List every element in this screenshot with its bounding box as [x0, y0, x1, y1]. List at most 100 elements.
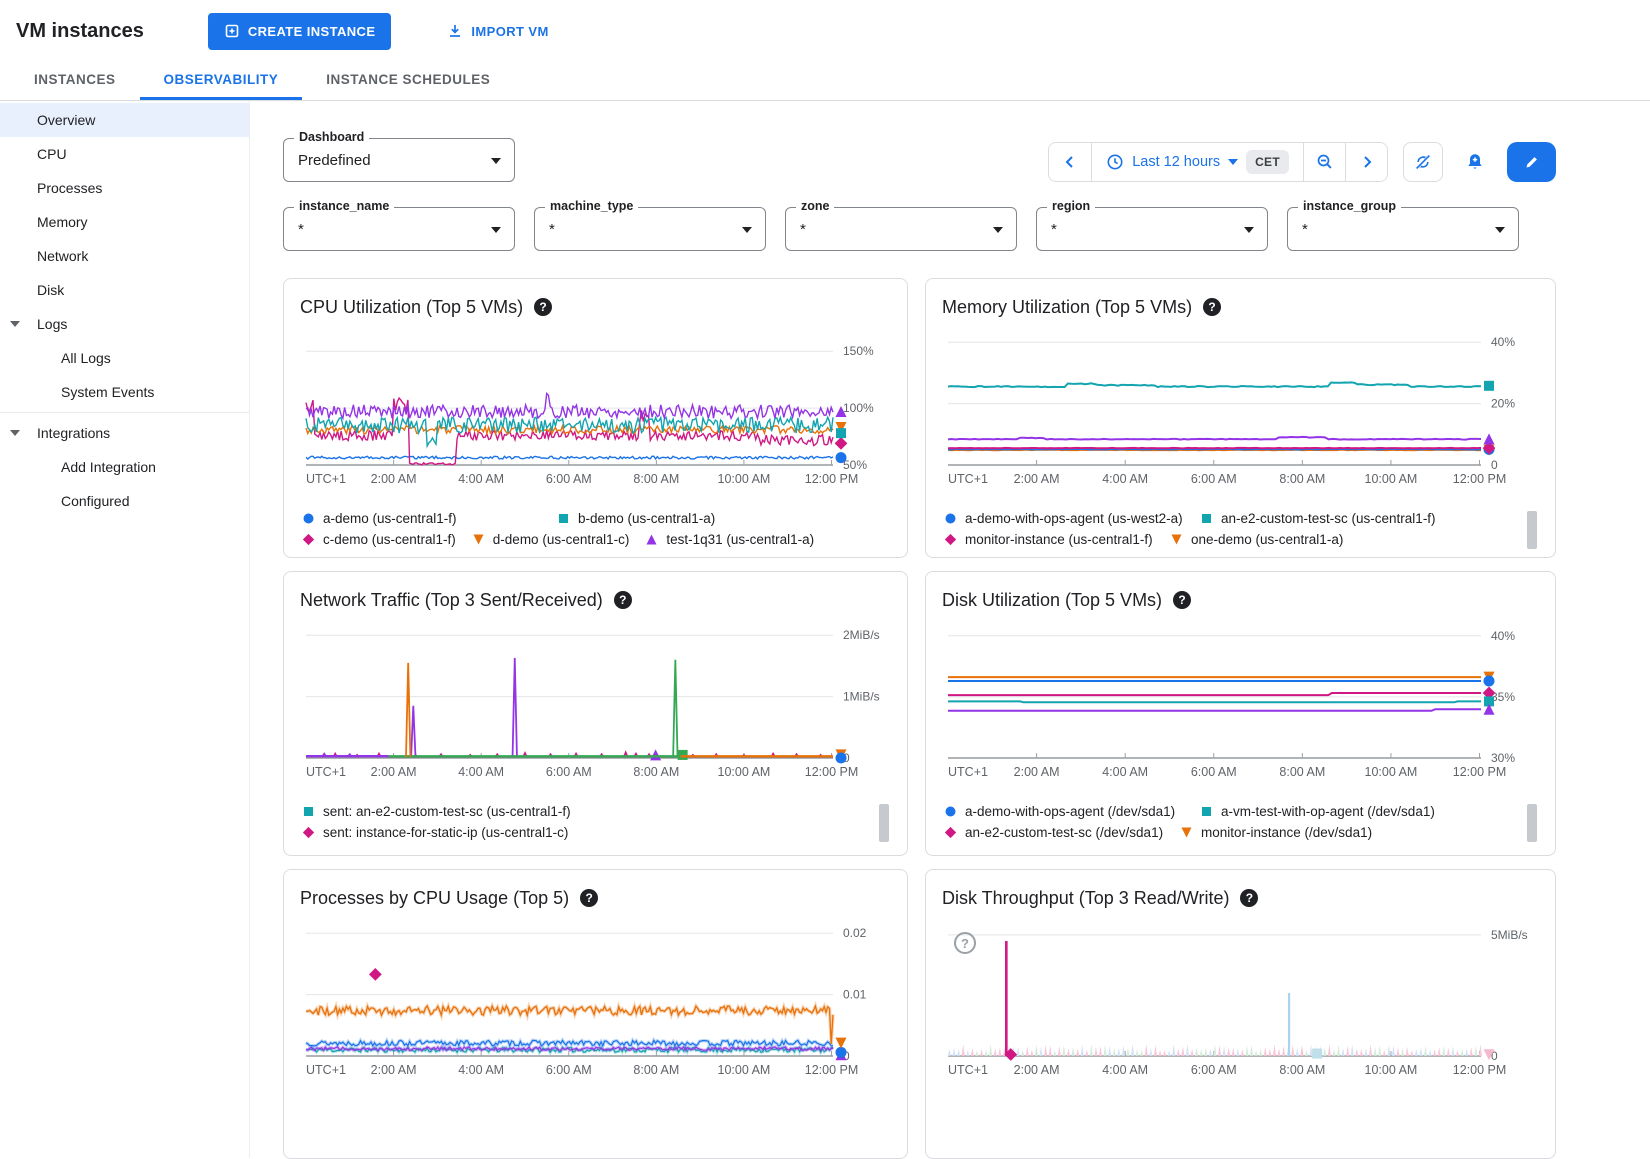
timezone-chip[interactable]: CET	[1246, 150, 1289, 174]
filter-instance-group[interactable]: instance_group*	[1287, 207, 1519, 251]
card-header: CPU Utilization (Top 5 VMs)	[300, 293, 891, 321]
legend-row: a-demo-with-ops-agent (/dev/sda1) a-vm-te…	[944, 804, 1539, 819]
time-forward-button[interactable]	[1345, 143, 1387, 181]
tri-down-marker-icon	[472, 533, 485, 546]
filter-zone[interactable]: zone*	[785, 207, 1017, 251]
filter-label: zone	[796, 199, 834, 213]
zoom-out-button[interactable]	[1303, 143, 1345, 181]
legend-item[interactable]: an-e2-custom-test-sc (us-central1-f)	[1200, 511, 1440, 526]
legend-label: monitor-instance (/dev/sda1)	[1201, 825, 1372, 840]
legend-item[interactable]: test-1q31 (us-central1-a)	[645, 532, 814, 547]
sidebar-item-all-logs[interactable]: All Logs	[0, 341, 249, 375]
sidebar-item-label: Configured	[61, 493, 130, 509]
expander-arrow-icon[interactable]	[10, 430, 20, 436]
legend-item[interactable]: monitor-instance (/dev/sda1)	[1180, 825, 1400, 840]
dashboard-select-label: Dashboard	[294, 130, 369, 144]
chart-title: Memory Utilization (Top 5 VMs)	[942, 297, 1192, 318]
disk-throughput-chart[interactable]: 5MiB/s02:00 AM4:00 AM6:00 AM8:00 AM10:00…	[942, 916, 1539, 1096]
chart-help-icon[interactable]	[954, 932, 976, 954]
sidebar-item-cpu[interactable]: CPU	[0, 137, 249, 171]
sidebar-item-add-integration[interactable]: Add Integration	[0, 450, 249, 484]
legend-scrollbar[interactable]	[1527, 511, 1537, 549]
chart-title: Disk Utilization (Top 5 VMs)	[942, 590, 1162, 611]
svg-text:12:00 PM: 12:00 PM	[805, 765, 859, 779]
alert-bell-plus-icon[interactable]	[1458, 142, 1492, 182]
svg-text:2:00 AM: 2:00 AM	[1014, 1063, 1060, 1077]
legend-item[interactable]: sent: an-e2-custom-test-sc (us-central1-…	[302, 804, 722, 819]
card-header: Memory Utilization (Top 5 VMs)	[942, 293, 1539, 321]
chart-legend: a-demo-with-ops-agent (/dev/sda1) a-vm-te…	[942, 804, 1539, 840]
sidebar-item-network[interactable]: Network	[0, 239, 249, 273]
svg-text:UTC+1: UTC+1	[306, 472, 346, 486]
dashboard-select[interactable]: Dashboard Predefined	[283, 138, 515, 182]
help-icon[interactable]	[1173, 591, 1191, 609]
legend-label: c-demo (us-central1-f)	[323, 532, 456, 547]
sidebar-item-label: Memory	[37, 214, 88, 230]
sidebar-item-system-events[interactable]: System Events	[0, 375, 249, 409]
filter-value: *	[1051, 221, 1057, 238]
legend-item[interactable]: an-e2-custom-test-sc (/dev/sda1)	[944, 825, 1164, 840]
help-icon[interactable]	[534, 298, 552, 316]
svg-text:10:00 AM: 10:00 AM	[1365, 765, 1418, 779]
sidebar-item-disk[interactable]: Disk	[0, 273, 249, 307]
svg-text:12:00 PM: 12:00 PM	[805, 1063, 859, 1077]
import-vm-button[interactable]: IMPORT VM	[441, 13, 554, 50]
svg-text:UTC+1: UTC+1	[948, 472, 988, 486]
legend-item[interactable]: d-demo (us-central1-c)	[472, 532, 630, 547]
auto-refresh-off-button[interactable]	[1403, 142, 1443, 182]
legend-item[interactable]: sent: instance-for-static-ip (us-central…	[302, 825, 722, 840]
chevron-down-icon	[742, 227, 752, 233]
legend-item[interactable]: a-demo-with-ops-agent (/dev/sda1)	[944, 804, 1184, 819]
legend-item[interactable]: b-demo (us-central1-a)	[557, 511, 796, 526]
filter-machine-type[interactable]: machine_type*	[534, 207, 766, 251]
filter-region[interactable]: region*	[1036, 207, 1268, 251]
legend-item[interactable]: monitor-instance (us-central1-f)	[944, 532, 1154, 547]
sidebar-item-integrations[interactable]: Integrations	[0, 416, 249, 450]
filter-instance-name[interactable]: instance_name*	[283, 207, 515, 251]
chart-card-processes-cpu: Processes by CPU Usage (Top 5) 0.020.010…	[283, 869, 908, 1159]
sidebar-item-logs[interactable]: Logs	[0, 307, 249, 341]
sidebar-item-overview[interactable]: Overview	[0, 103, 249, 137]
svg-text:0.01: 0.01	[843, 988, 867, 1002]
legend-scrollbar[interactable]	[879, 804, 889, 842]
tab-observability[interactable]: OBSERVABILITY	[140, 62, 303, 100]
help-icon[interactable]	[614, 591, 632, 609]
help-icon[interactable]	[1203, 298, 1221, 316]
legend-label: an-e2-custom-test-sc (us-central1-f)	[1221, 511, 1436, 526]
edit-dashboard-button[interactable]	[1507, 142, 1556, 182]
sidebar-item-configured[interactable]: Configured	[0, 484, 249, 518]
svg-text:10:00 AM: 10:00 AM	[1365, 1063, 1418, 1077]
legend-scrollbar[interactable]	[1527, 804, 1537, 842]
legend-item[interactable]: a-demo-with-ops-agent (us-west2-a)	[944, 511, 1184, 526]
help-icon[interactable]	[1240, 889, 1258, 907]
sidebar-item-memory[interactable]: Memory	[0, 205, 249, 239]
legend-label: test-1q31 (us-central1-a)	[666, 532, 814, 547]
legend-item[interactable]: a-demo (us-central1-f)	[302, 511, 541, 526]
legend-item[interactable]: one-demo (us-central1-a)	[1170, 532, 1380, 547]
tab-instances[interactable]: INSTANCES	[10, 62, 140, 100]
legend-item[interactable]: a-vm-test-with-op-agent (/dev/sda1)	[1200, 804, 1440, 819]
legend-label: d-demo (us-central1-c)	[493, 532, 630, 547]
chart-title: Disk Throughput (Top 3 Read/Write)	[942, 888, 1229, 909]
filter-value: *	[298, 221, 304, 238]
legend-item[interactable]: c-demo (us-central1-f)	[302, 532, 456, 547]
create-instance-button[interactable]: CREATE INSTANCE	[208, 13, 392, 50]
time-back-button[interactable]	[1049, 143, 1091, 181]
tab-instance-schedules[interactable]: INSTANCE SCHEDULES	[302, 62, 514, 100]
tri-up-marker-icon	[645, 533, 658, 546]
time-range-selector[interactable]: Last 12 hours CET	[1091, 143, 1303, 181]
svg-text:12:00 PM: 12:00 PM	[1453, 765, 1507, 779]
sidebar-item-processes[interactable]: Processes	[0, 171, 249, 205]
page-header: VM instances CREATE INSTANCE IMPORT VM	[0, 0, 1650, 62]
legend-label: a-demo-with-ops-agent (us-west2-a)	[965, 511, 1183, 526]
expander-arrow-icon[interactable]	[10, 321, 20, 327]
legend-row: sent: an-e2-custom-test-sc (us-central1-…	[302, 804, 891, 819]
help-icon[interactable]	[580, 889, 598, 907]
filter-value: *	[800, 221, 806, 238]
